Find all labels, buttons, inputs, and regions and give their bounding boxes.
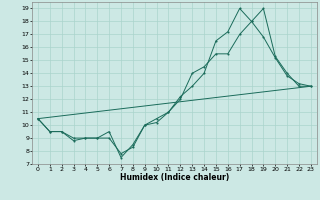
X-axis label: Humidex (Indice chaleur): Humidex (Indice chaleur) [120,173,229,182]
